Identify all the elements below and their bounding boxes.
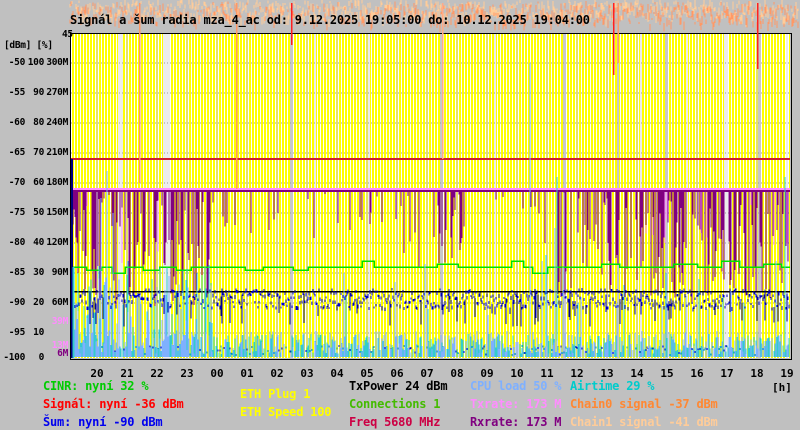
y-axis-row: -100 0 — [0, 352, 68, 363]
y-axis-label: 60 — [33, 177, 44, 188]
y-axis-label: 150M — [46, 207, 68, 218]
y-axis-label: -60 — [8, 117, 26, 128]
y-axis-label: -65 — [8, 147, 26, 158]
x-axis-tick: 19 — [780, 367, 794, 380]
legend-item: ETH Plug 1 — [240, 387, 311, 401]
y-axis-label: -75 — [8, 207, 26, 218]
x-axis-tick: 12 — [570, 367, 584, 380]
legend-item: TxPower 24 dBm — [349, 379, 448, 393]
x-axis-tick: 03 — [300, 367, 314, 380]
y-axis-row: -50 100 300M — [0, 57, 69, 68]
legend-item: Chain1 signal -41 dBm — [570, 415, 718, 429]
legend-item: ETH Speed 100 — [240, 405, 332, 419]
y-axis-label — [44, 327, 68, 338]
x-axis-tick: 13 — [600, 367, 614, 380]
y-axis-label: 80 — [33, 117, 44, 128]
legend-group: TxPower 24 dBm Connections 1 Freq 5680 MHz — [349, 379, 448, 430]
y-axis-label: 210M — [46, 147, 68, 158]
x-axis-tick: 11 — [540, 367, 554, 380]
y-axis-rate-min-label: 6M — [57, 348, 68, 359]
legend-item: Chain0 signal -37 dBm — [570, 397, 718, 411]
y-axis-rate-min-label: 39M — [51, 316, 69, 327]
y-axis-label: -100 — [3, 352, 25, 363]
y-axis-row: -75 50 150M — [0, 207, 69, 218]
x-axis-tick: 22 — [150, 367, 164, 380]
x-axis-tick: 18 — [750, 367, 764, 380]
legend-item: Connections 1 — [349, 397, 441, 411]
x-axis-tick: 15 — [660, 367, 674, 380]
y-axis-row: -95 10 — [0, 327, 68, 338]
y-axis-label: 70 — [33, 147, 44, 158]
y-axis-unit-label: [dBm] [%] — [4, 40, 53, 51]
y-axis-label: 20 — [33, 297, 44, 308]
x-axis-tick: 14 — [630, 367, 644, 380]
y-axis-top-value: 45 — [62, 29, 73, 40]
y-axis-label: 90 — [33, 87, 44, 98]
y-axis-row: -90 20 60M — [0, 297, 69, 308]
y-axis-label: 90M — [51, 267, 69, 278]
y-axis-row: -85 30 90M — [0, 267, 69, 278]
x-axis-tick: 17 — [720, 367, 734, 380]
y-axis-row: -65 70 210M — [0, 147, 69, 158]
x-axis-tick: 20 — [90, 367, 104, 380]
y-axis-label: -90 — [8, 297, 26, 308]
y-axis-label: 270M — [46, 87, 68, 98]
y-axis-label: -80 — [8, 237, 26, 248]
legend-group: CPU load 50 % Txrate: 173 M Rxrate: 173 M — [470, 379, 562, 430]
x-axis-unit-label: [h] — [772, 381, 792, 394]
legend-group: ETH Plug 1 ETH Speed 100 — [240, 387, 332, 423]
x-axis-tick: 08 — [450, 367, 464, 380]
x-axis-tick: 07 — [420, 367, 434, 380]
y-axis-label: -95 — [8, 327, 26, 338]
y-axis-label: 0 — [38, 352, 45, 363]
legend-item: Rxrate: 173 M — [470, 415, 562, 429]
legend-item: Freq 5680 MHz — [349, 415, 441, 429]
y-axis-label: -85 — [8, 267, 26, 278]
y-axis-label: 300M — [46, 57, 68, 68]
y-axis-label: 60M — [51, 297, 69, 308]
x-axis-tick: 21 — [120, 367, 134, 380]
y-axis-label: 10 — [33, 327, 44, 338]
y-axis-label: 50 — [33, 207, 44, 218]
legend-item: CINR: nyní 32 % — [43, 379, 149, 393]
y-axis-label: -55 — [8, 87, 26, 98]
legend-group: CINR: nyní 32 % Signál: nyní -36 dBm Šum: … — [43, 379, 184, 430]
x-axis-tick: 05 — [360, 367, 374, 380]
legend-item: CPU load 50 % — [470, 379, 562, 393]
y-axis-label: 180M — [46, 177, 68, 188]
x-axis-tick: 04 — [330, 367, 344, 380]
y-axis-label: 40 — [33, 237, 44, 248]
y-axis-label: 120M — [46, 237, 68, 248]
legend-item: Airtime 29 % — [570, 379, 655, 393]
y-axis-row: -55 90 270M — [0, 87, 69, 98]
y-axis-label: 100 — [27, 57, 45, 68]
y-axis-label: -70 — [8, 177, 26, 188]
y-axis-row: -70 60 180M — [0, 177, 69, 188]
x-axis-tick: 10 — [510, 367, 524, 380]
x-axis-tick: 01 — [240, 367, 254, 380]
x-axis-tick: 16 — [690, 367, 704, 380]
y-axis-rate-min-label: 13M — [51, 340, 69, 351]
legend-group: Airtime 29 % Chain0 signal -37 dBm Chain1 … — [570, 379, 718, 430]
legend-item: Txrate: 173 M — [470, 397, 562, 411]
y-axis-label: 240M — [46, 117, 68, 128]
y-axis-label: -50 — [8, 57, 26, 68]
x-axis-tick: 06 — [390, 367, 404, 380]
legend-item: Signál: nyní -36 dBm — [43, 397, 184, 411]
y-axis-label: 30 — [33, 267, 44, 278]
x-axis-tick: 00 — [210, 367, 224, 380]
y-axis-row: -80 40 120M — [0, 237, 69, 248]
x-axis-tick: 02 — [270, 367, 284, 380]
x-axis-tick: 09 — [480, 367, 494, 380]
x-axis-tick: 23 — [180, 367, 194, 380]
chart-title: Signál a šum radia mza_4_ac od: 9.12.202… — [70, 13, 590, 27]
y-axis-row: -60 80 240M — [0, 117, 69, 128]
legend-item: Šum: nyní -90 dBm — [43, 415, 163, 429]
